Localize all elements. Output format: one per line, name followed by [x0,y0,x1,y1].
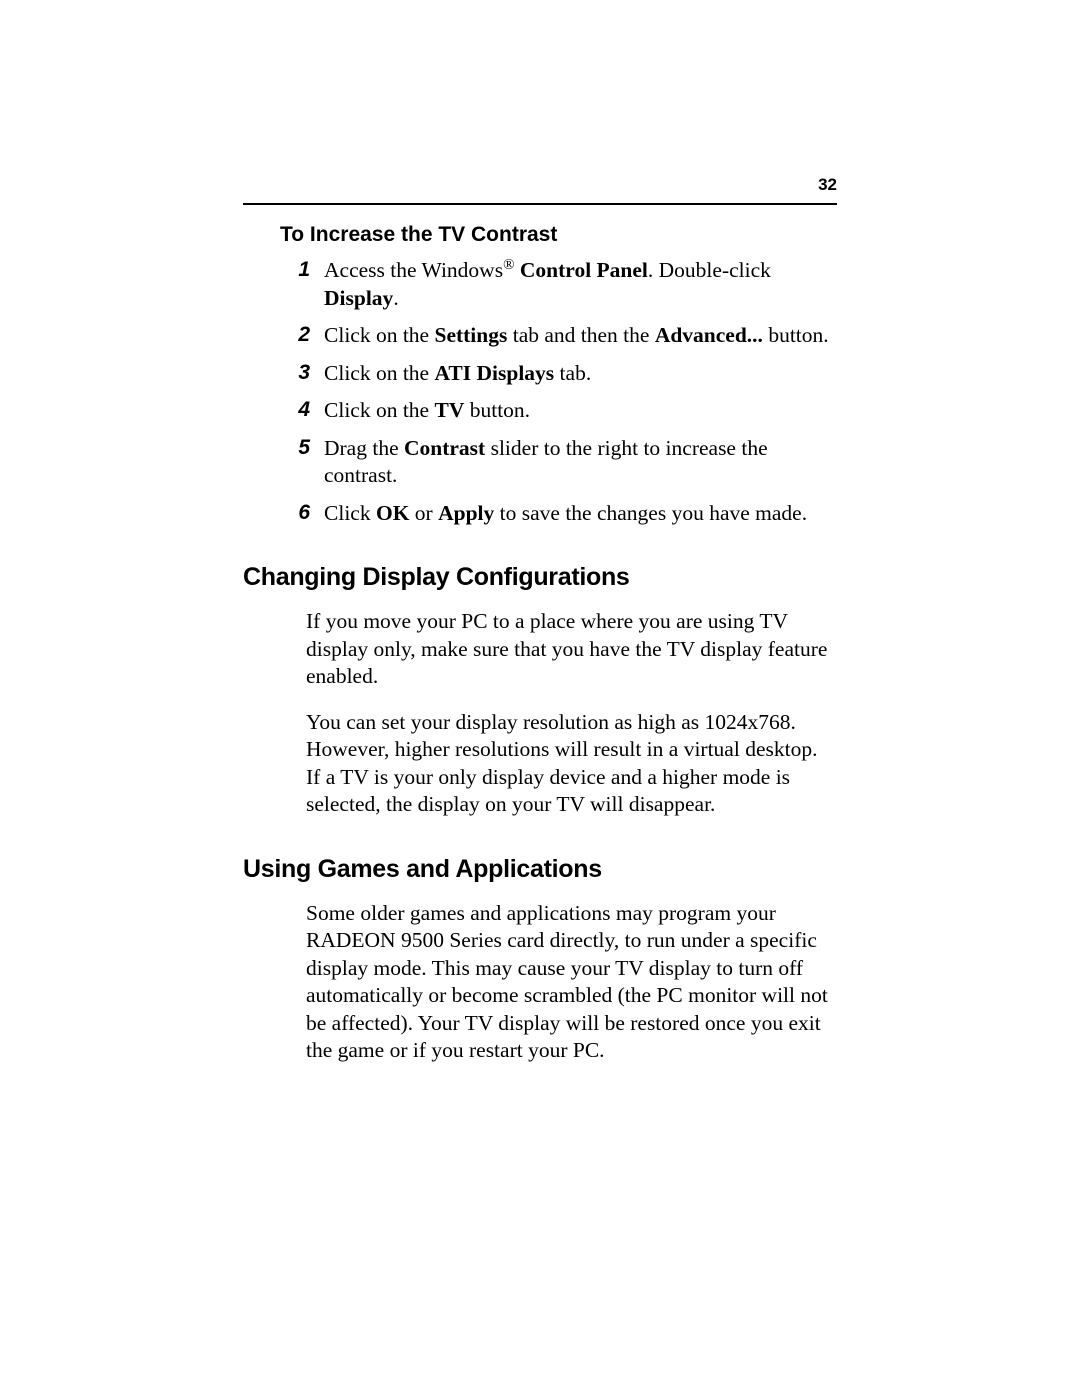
document-page: 32 To Increase the TV Contrast 1 Access … [0,0,1080,1397]
step-number: 6 [280,500,324,527]
step-item: 3 Click on the ATI Displays tab. [280,360,837,388]
step-text: Click on the ATI Displays tab. [324,360,837,388]
step-text: Drag the Contrast slider to the right to… [324,435,837,490]
paragraph: You can set your display resolution as h… [306,709,837,819]
paragraph: If you move your PC to a place where you… [306,608,837,691]
page-number: 32 [818,175,837,195]
step-number: 4 [280,397,324,424]
step-number: 3 [280,360,324,387]
step-item: 5 Drag the Contrast slider to the right … [280,435,837,490]
step-number: 5 [280,435,324,462]
step-item: 2 Click on the Settings tab and then the… [280,322,837,350]
step-item: 4 Click on the TV button. [280,397,837,425]
step-item: 1 Access the Windows® Control Panel. Dou… [280,257,837,312]
step-text: Click on the Settings tab and then the A… [324,322,837,350]
horizontal-rule [243,203,837,205]
step-text: Click on the TV button. [324,397,837,425]
step-number: 1 [280,257,324,284]
paragraph: Some older games and applications may pr… [306,900,837,1065]
heading-changing-display: Changing Display Configurations [243,563,837,592]
subheading-tv-contrast: To Increase the TV Contrast [280,223,837,247]
step-number: 2 [280,322,324,349]
step-text: Click OK or Apply to save the changes yo… [324,500,837,528]
steps-list: 1 Access the Windows® Control Panel. Dou… [280,257,837,527]
heading-using-games: Using Games and Applications [243,855,837,884]
step-text: Access the Windows® Control Panel. Doubl… [324,257,837,312]
step-item: 6 Click OK or Apply to save the changes … [280,500,837,528]
